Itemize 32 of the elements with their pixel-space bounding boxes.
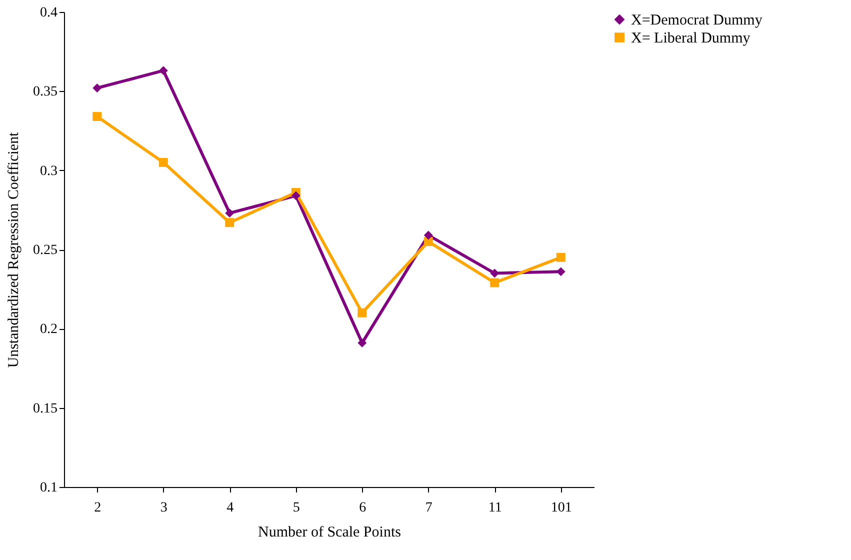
- y-tick-label: 0.35: [33, 84, 58, 100]
- x-tick-label: 4: [226, 500, 234, 516]
- point: [158, 66, 168, 76]
- legend-label: X= Liberal Dummy: [631, 30, 751, 46]
- point: [358, 308, 367, 318]
- y-tick-label: 0.25: [33, 243, 58, 258]
- y-axis-title: Unstandardized Regression Coefficient: [6, 131, 22, 368]
- point: [225, 208, 234, 218]
- y-tick-label: 0.3: [40, 164, 58, 179]
- point: [92, 84, 102, 92]
- point: [158, 158, 168, 167]
- point: [358, 338, 367, 348]
- x-tick-label: 3: [160, 500, 168, 516]
- point: [490, 278, 500, 288]
- legend-label: X=Democrat Dummy: [631, 12, 763, 28]
- x-tick-label: 101: [550, 500, 572, 516]
- point: [424, 237, 433, 246]
- point: [424, 230, 433, 240]
- point: [92, 112, 102, 121]
- x-tick-label: 7: [425, 500, 432, 516]
- point: [556, 252, 566, 262]
- y-tick-label: 0.2: [40, 322, 58, 338]
- x-tick-label: 11: [488, 500, 502, 516]
- point: [225, 218, 234, 228]
- y-tick-label: 0.15: [33, 401, 58, 416]
- y-tick-label: 0.1: [40, 480, 58, 496]
- y-tick-label: 0.4: [40, 6, 58, 20]
- x-tick-label: 5: [292, 500, 300, 516]
- x-axis-title: Number of Scale Points: [258, 524, 402, 540]
- x-tick-label: 2: [94, 500, 102, 516]
- x-tick-label: 6: [359, 500, 366, 516]
- point: [291, 191, 300, 200]
